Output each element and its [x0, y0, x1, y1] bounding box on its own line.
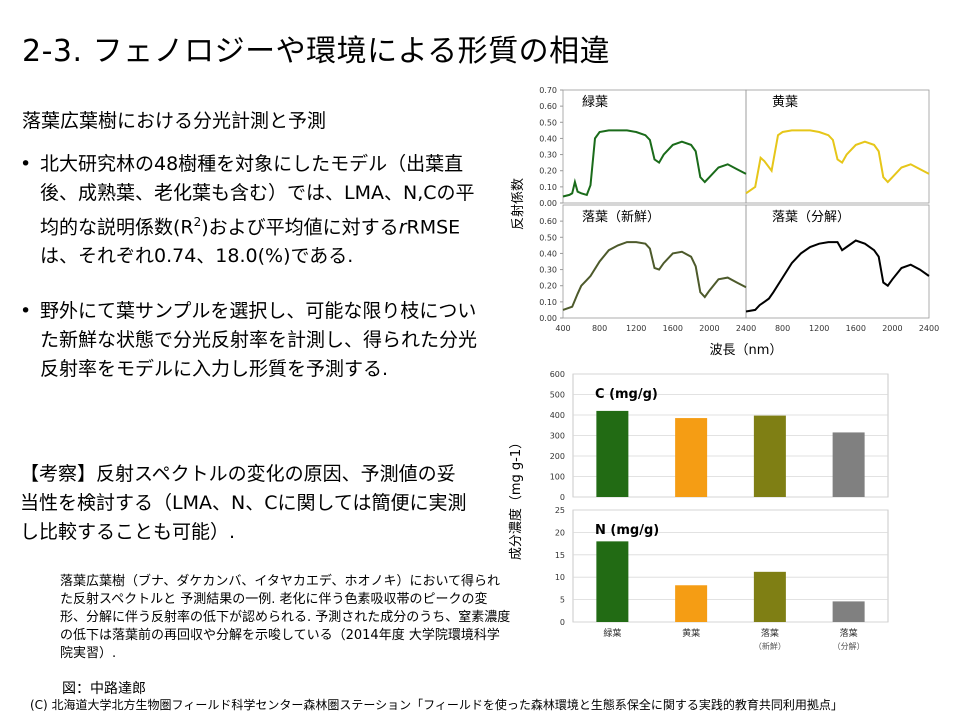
x-tick-label: 800 [592, 324, 607, 333]
x-tick-label: 2400 [736, 324, 756, 333]
spectrum-panel-frame [745, 89, 930, 204]
x-axis-label: 波長（nm） [710, 343, 783, 358]
footer-copyright: (C) 北海道大学北方生物圏フィールド科学センター森林圏ステーション「フィールド… [30, 698, 843, 712]
y-axis-label: 成分濃度（mg g-1） [508, 436, 524, 560]
bullet-text-2: 野外にて葉サンプルを選択し、可能な限り枝についた新鮮な状態で分光反射率を計測し、… [40, 300, 478, 381]
category-label: 緑葉 [603, 627, 621, 639]
y-tick-label: 0 [560, 493, 565, 502]
page-title: 2-3. フェノロジーや環境による形質の相違 [22, 34, 611, 69]
category-label: 落葉 [840, 627, 858, 639]
component-concentration-chart: 0 100 200 300 400 500 600 C (mg/g) 0 5 10 15 20 25 N (… [508, 370, 889, 651]
bullet-list: • 北大研究林の48樹種を対象にしたモデル（出葉直後、成熟葉、老化葉も含む）では… [20, 150, 480, 384]
bullet-text-1c: RMSEは、それぞれ0.74、18.0(%)である. [40, 216, 461, 268]
bullet-text-1a: 北大研究林の48樹種を対象にしたモデル（出葉直後、成熟葉、老化葉も含む）では、L… [40, 153, 475, 239]
section-subheading: 落葉広葉樹における分光計測と予測 [22, 110, 327, 132]
spectrum-panel-label: 落葉（新鮮） [582, 209, 660, 225]
y-tick-label: 0.50 [539, 118, 557, 127]
y-tick-label: 600 [550, 370, 565, 379]
category-sublabel: （新鮮） [754, 641, 786, 651]
x-tick-label: 400 [555, 324, 570, 333]
bullet-dot: • [20, 300, 32, 323]
y-tick-label: 100 [550, 473, 565, 482]
y-tick-label: 25 [555, 506, 565, 515]
y-tick-label: 0.60 [539, 102, 557, 111]
y-tick-label: 0.20 [539, 282, 557, 291]
figure-credit: 図：中路達郎 [62, 681, 146, 697]
y-tick-label: 0.10 [539, 183, 557, 192]
spectrum-line-0 [562, 129, 747, 198]
y-tick-label: 0.30 [539, 266, 557, 275]
y-tick-label: 0.40 [539, 249, 557, 258]
figure-caption: 落葉広葉樹（ブナ、ダケカンバ、イタヤカエデ、ホオノキ）において得られた反射スペク… [60, 574, 511, 661]
y-axis-label: 反射係数 [510, 178, 526, 230]
y-tick-label: 0.00 [539, 314, 557, 323]
x-tick-label: 2000 [699, 324, 719, 333]
x-tick-label: 800 [775, 324, 790, 333]
bar-1-0 [596, 541, 629, 622]
y-tick-label: 400 [550, 411, 565, 420]
spectrum-panel-label: 黄葉 [772, 95, 798, 110]
italic-r: r [398, 216, 407, 239]
spectrum-panel-label: 落葉（分解） [772, 210, 850, 225]
bar-0-1 [675, 418, 708, 497]
bar-panel-label: C (mg/g) [595, 387, 658, 402]
x-tick-label: 1600 [846, 324, 866, 333]
bullet-item-field: • 野外にて葉サンプルを選択し、可能な限り枝についた新鮮な状態で分光反射率を計測… [20, 297, 480, 384]
category-label: 落葉 [761, 627, 779, 639]
bar-1-1 [675, 585, 708, 622]
x-tick-label: 1200 [626, 324, 646, 333]
bar-0-3 [832, 432, 865, 497]
y-tick-label: 0.10 [539, 298, 557, 307]
y-tick-label: 0.30 [539, 151, 557, 160]
reflectance-spectra-chart: 0.00 0.10 0.20 0.30 0.40 0.50 0.60 0.70 0.00 0.10… [510, 86, 939, 358]
spectrum-line-1 [745, 129, 930, 195]
bullet-text-1b: )および平均値に対する [201, 216, 399, 239]
y-tick-label: 20 [555, 528, 565, 537]
y-tick-label: 300 [550, 432, 565, 441]
y-tick-label: 0 [560, 618, 565, 627]
x-tick-label: 2400 [919, 324, 939, 333]
y-tick-label: 5 [560, 596, 565, 605]
bar-0-2 [753, 415, 786, 497]
bar-0-0 [596, 410, 629, 497]
superscript-2: 2 [193, 215, 202, 229]
spectrum-line-2 [562, 241, 747, 311]
category-label: 黄葉 [682, 627, 700, 639]
y-tick-label: 0.70 [539, 86, 557, 95]
x-tick-label: 1200 [809, 324, 829, 333]
y-tick-label: 500 [550, 391, 565, 400]
x-tick-label: 2000 [882, 324, 902, 333]
y-tick-label: 0.40 [539, 134, 557, 143]
y-tick-label: 0.50 [539, 233, 557, 242]
spectrum-panel-label: 緑葉 [582, 95, 608, 110]
y-tick-label: 0.60 [539, 217, 557, 226]
y-tick-label: 10 [555, 573, 565, 582]
y-tick-label: 15 [555, 551, 565, 560]
x-tick-label: 1600 [663, 324, 683, 333]
bullet-dot: • [20, 153, 32, 175]
category-sublabel: （分解） [833, 641, 865, 651]
consideration-text: 【考察】反射スペクトルの変化の原因、予測値の妥当性を検討する（LMA、N、Cに関… [20, 463, 467, 543]
spectrum-panel-frame [745, 204, 930, 319]
y-tick-label: 200 [550, 452, 565, 461]
bar-1-2 [753, 571, 786, 622]
bullet-item-model: • 北大研究林の48樹種を対象にしたモデル（出葉直後、成熟葉、老化葉も含む）では… [20, 150, 480, 271]
y-tick-label: 0.20 [539, 167, 557, 176]
y-tick-label: 0.00 [539, 199, 557, 208]
spectrum-line-3 [745, 239, 930, 313]
bar-1-3 [832, 601, 865, 622]
bar-panel-label: N (mg/g) [595, 523, 659, 538]
